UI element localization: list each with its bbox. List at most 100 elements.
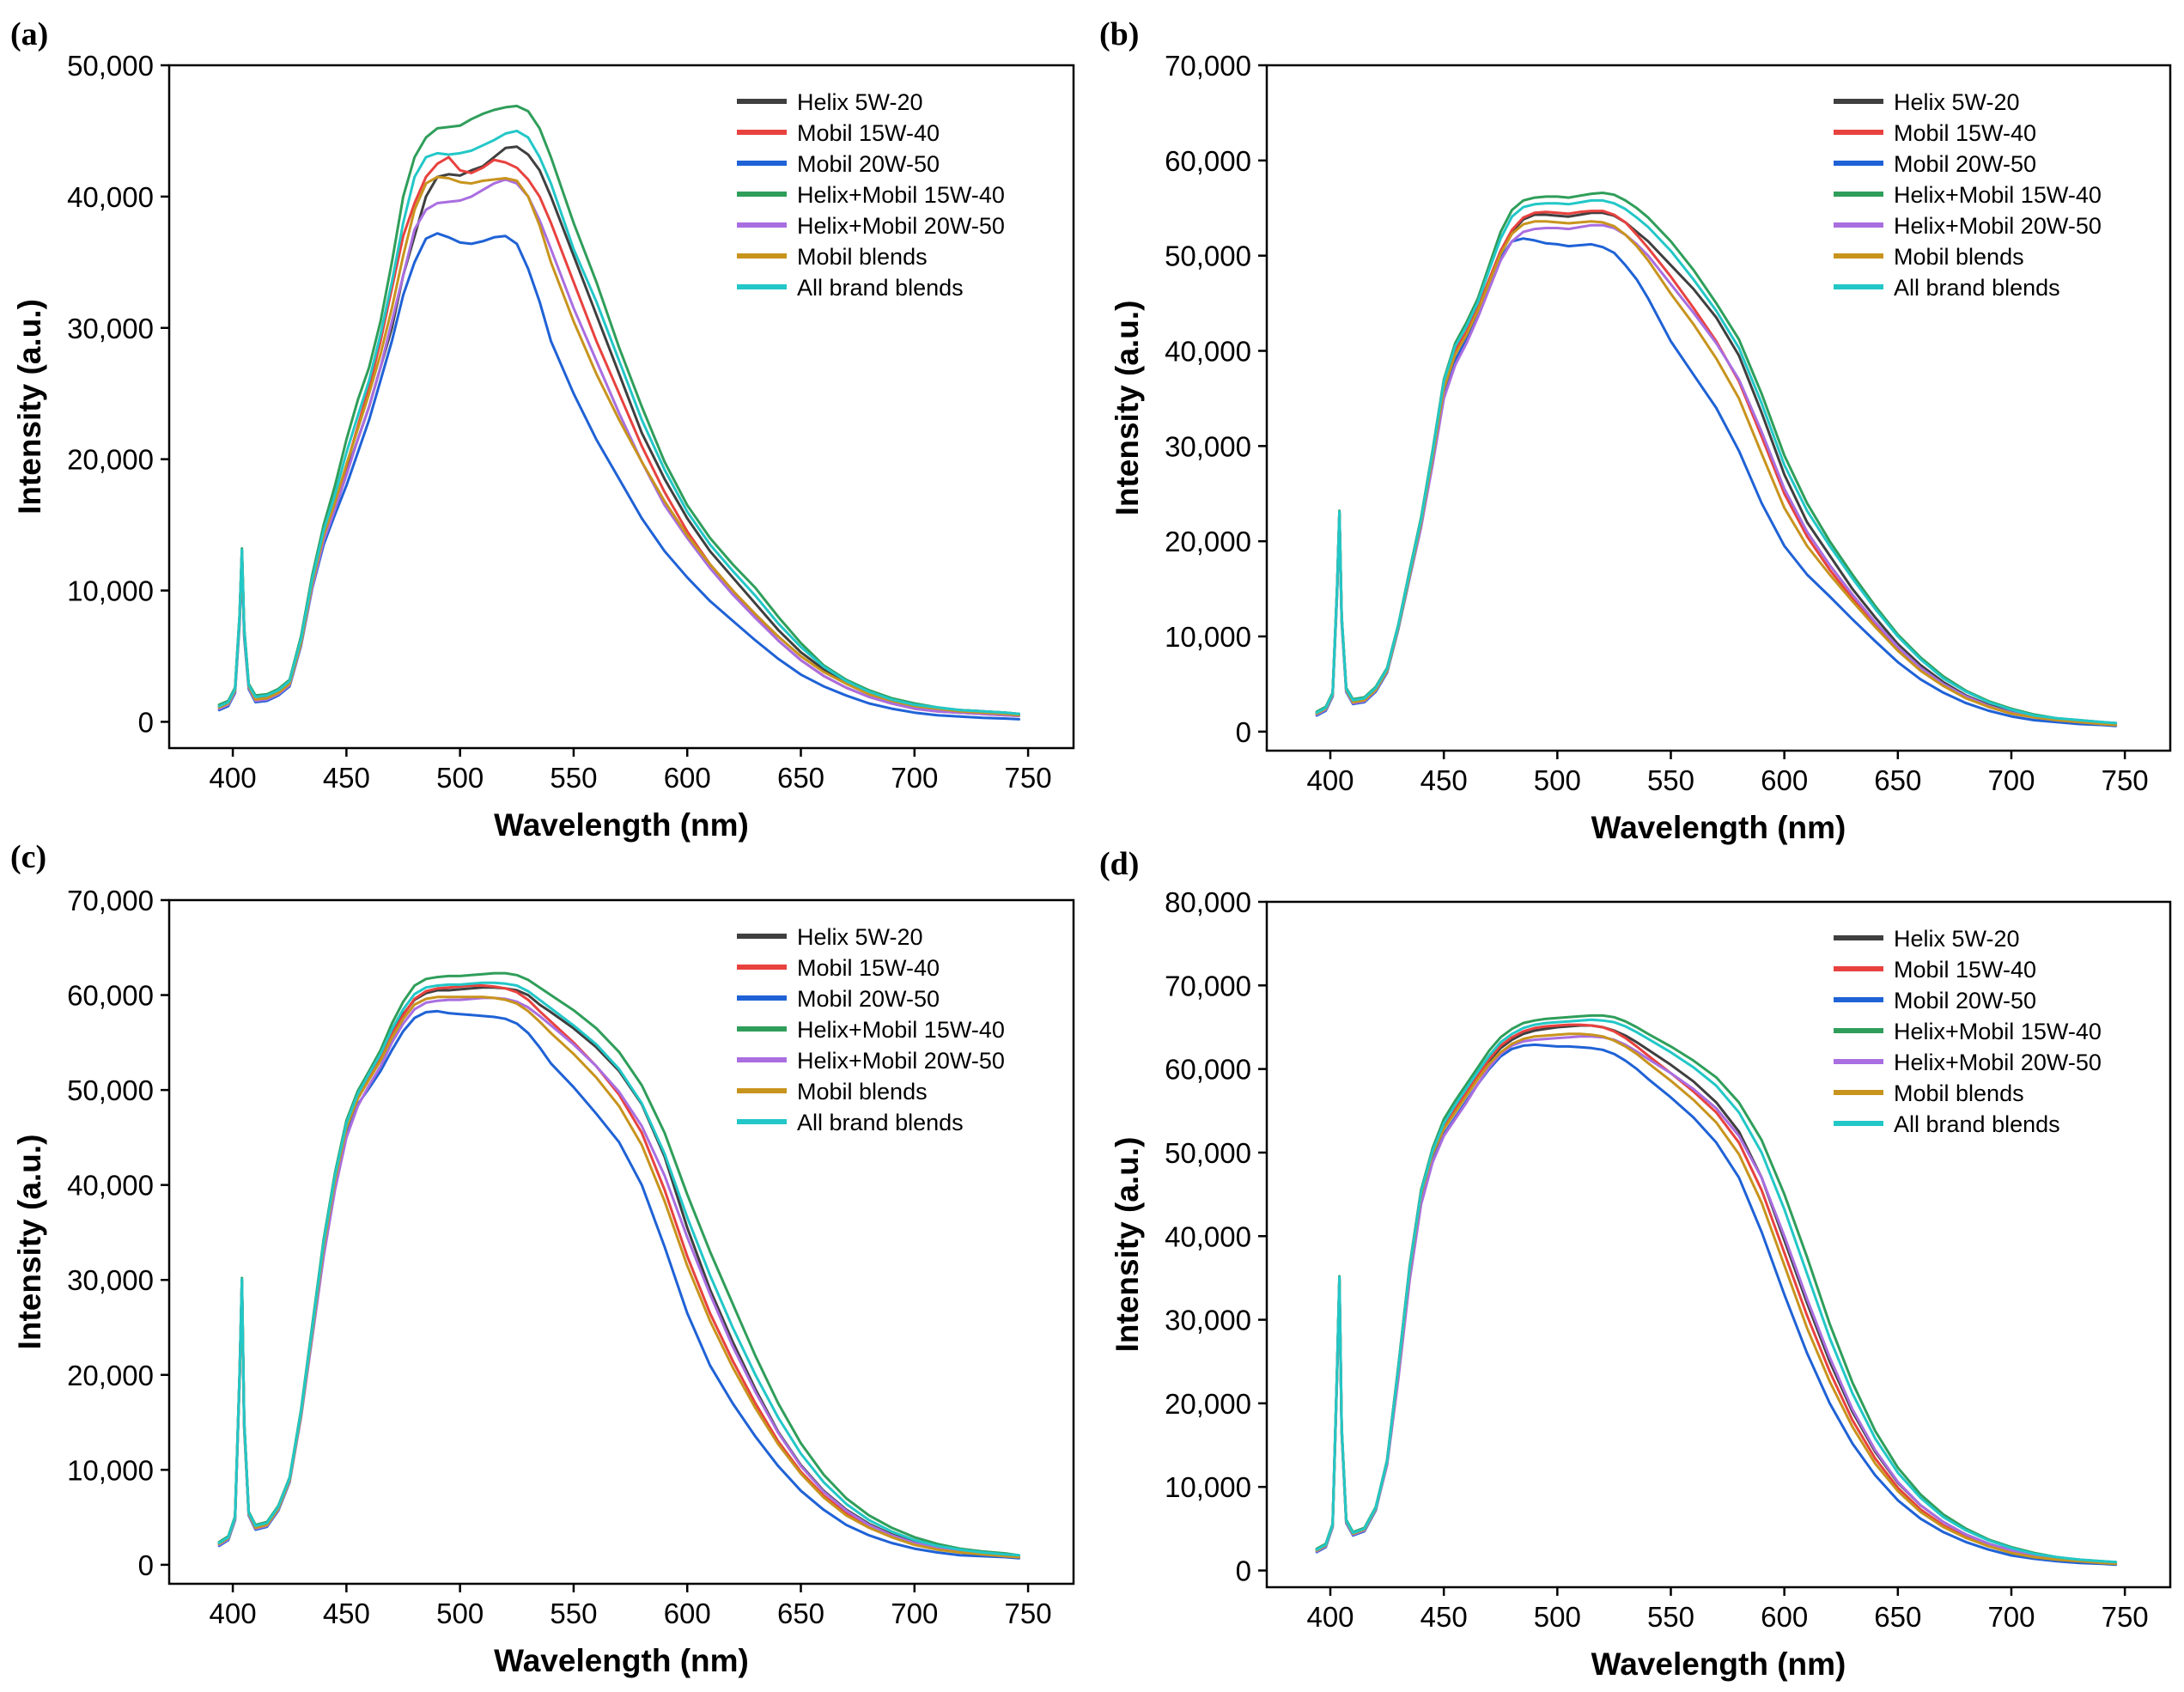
y-tick-label-b-0: 0: [1236, 716, 1251, 748]
x-tick-label-a-1: 450: [323, 762, 370, 794]
legend-label-a-5: Mobil blends: [797, 244, 928, 270]
chart-panel-a: (a) 400 450 500 550 600 650 700 750 0 10,000 20,000…: [10, 16, 1075, 843]
legend-label-b-2: Mobil 20W-50: [1894, 151, 2036, 177]
y-tick-label-c-6: 60,000: [67, 980, 154, 1012]
y-tick-label-b-3: 30,000: [1165, 430, 1251, 462]
x-axis-title-a: Wavelength (nm): [494, 807, 749, 843]
x-tick-label-c-7: 750: [1005, 1598, 1052, 1629]
y-tick-label-a-2: 20,000: [67, 444, 154, 476]
x-tick-label-c-4: 600: [664, 1598, 711, 1629]
legend-label-c-5: Mobil blends: [797, 1079, 928, 1105]
x-tick-label-b-6: 700: [1987, 764, 2035, 796]
y-tick-label-d-5: 50,000: [1165, 1137, 1251, 1169]
legend-label-d-4: Helix+Mobil 20W-50: [1894, 1050, 2102, 1075]
legend-label-b-6: All brand blends: [1894, 275, 2060, 301]
series-line-b-6: [1315, 198, 2118, 725]
x-tick-label-a-6: 700: [891, 762, 938, 794]
panel-label-b: (b): [1099, 16, 1139, 52]
y-tick-label-d-7: 70,000: [1165, 970, 1251, 1001]
x-tick-label-a-3: 550: [550, 762, 597, 794]
y-tick-label-b-4: 40,000: [1165, 336, 1251, 368]
x-tick-label-a-7: 750: [1005, 762, 1052, 794]
y-tick-label-c-7: 70,000: [67, 885, 154, 916]
y-axis-title-c: Intensity (a.u.): [12, 1135, 47, 1350]
series-line-a-6: [217, 129, 1020, 715]
plot-frame-c: [167, 898, 1075, 1585]
legend-label-a-0: Helix 5W-20: [797, 89, 923, 115]
x-axis-title-c: Wavelength (nm): [494, 1643, 749, 1678]
y-tick-label-b-2: 20,000: [1165, 526, 1251, 557]
y-tick-label-d-0: 0: [1236, 1555, 1251, 1587]
legend-label-b-5: Mobil blends: [1894, 244, 2024, 270]
x-tick-label-c-3: 550: [550, 1598, 597, 1629]
plot-frame-b: [1265, 64, 2172, 752]
legend-b: Helix 5W-20 Mobil 15W-40 Mobil 20W-50 Helix…: [1834, 89, 2102, 301]
y-tick-label-d-1: 10,000: [1165, 1471, 1251, 1503]
y-tick-label-b-6: 60,000: [1165, 145, 1251, 177]
x-tick-label-c-1: 450: [323, 1598, 370, 1629]
x-tick-label-a-4: 600: [664, 762, 711, 794]
x-tick-label-b-7: 750: [2102, 764, 2149, 796]
x-axis-title-b: Wavelength (nm): [1591, 810, 1846, 845]
y-tick-label-d-4: 40,000: [1165, 1220, 1251, 1252]
series-group-b: [1315, 192, 2118, 727]
x-tick-label-d-7: 750: [2102, 1601, 2149, 1633]
y-axis-title-b: Intensity (a.u.): [1110, 301, 1145, 516]
series-group-d: [1315, 1013, 2118, 1567]
legend-label-a-1: Mobil 15W-40: [797, 120, 940, 146]
legend-label-c-2: Mobil 20W-50: [797, 986, 940, 1012]
y-tick-label-c-4: 40,000: [67, 1170, 154, 1202]
y-tick-label-c-0: 0: [138, 1549, 154, 1581]
x-tick-label-b-5: 650: [1874, 764, 1921, 796]
legend-label-d-0: Helix 5W-20: [1894, 926, 2020, 952]
legend-label-b-1: Mobil 15W-40: [1894, 120, 2036, 146]
panel-label-a: (a): [10, 16, 48, 52]
legend-label-d-3: Helix+Mobil 15W-40: [1894, 1019, 2102, 1044]
y-tick-label-a-1: 10,000: [67, 575, 154, 607]
chart-panel-b: (b) 400 450 500 550 600 650 700 750 0 10,000 20,000…: [1099, 16, 2172, 845]
legend-c: Helix 5W-20 Mobil 15W-40 Mobil 20W-50 Helix…: [737, 924, 1005, 1135]
x-tick-label-c-0: 400: [210, 1598, 257, 1629]
legend-label-d-5: Mobil blends: [1894, 1080, 2024, 1106]
x-tick-label-d-6: 700: [1987, 1601, 2035, 1633]
legend-label-a-2: Mobil 20W-50: [797, 151, 940, 177]
x-tick-label-c-6: 700: [891, 1598, 938, 1629]
x-tick-label-d-5: 650: [1874, 1601, 1921, 1633]
panel-label-d: (d): [1099, 846, 1139, 882]
y-tick-label-d-8: 80,000: [1165, 886, 1251, 918]
y-tick-label-d-2: 20,000: [1165, 1388, 1251, 1420]
y-tick-label-a-4: 40,000: [67, 181, 154, 213]
panel-label-c: (c): [10, 839, 46, 875]
x-tick-label-d-0: 400: [1306, 1601, 1354, 1633]
series-group-a: [217, 104, 1020, 721]
y-axis-title-d: Intensity (a.u.): [1110, 1137, 1145, 1353]
y-tick-label-c-3: 30,000: [67, 1264, 154, 1296]
legend-a: Helix 5W-20 Mobil 15W-40 Mobil 20W-50 Helix…: [737, 89, 1005, 301]
y-tick-label-c-2: 20,000: [67, 1360, 154, 1391]
legend-label-c-4: Helix+Mobil 20W-50: [797, 1048, 1005, 1074]
legend-label-b-3: Helix+Mobil 15W-40: [1894, 182, 2102, 208]
x-tick-label-d-1: 450: [1421, 1601, 1468, 1633]
y-tick-label-b-1: 10,000: [1165, 621, 1251, 653]
x-tick-label-b-4: 600: [1761, 764, 1808, 796]
series-line-c-6: [217, 981, 1020, 1557]
chart-panel-c: (c) 400 450 500 550 600 650 700 750 0 10,000 20,000…: [10, 839, 1075, 1678]
y-tick-label-a-5: 50,000: [67, 50, 154, 82]
plot-frame-d: [1265, 900, 2172, 1589]
legend-label-b-0: Helix 5W-20: [1894, 89, 2020, 115]
series-line-d-6: [1315, 1018, 2118, 1564]
legend-label-d-6: All brand blends: [1894, 1111, 2060, 1137]
y-tick-label-d-6: 60,000: [1165, 1054, 1251, 1086]
x-tick-label-d-4: 600: [1761, 1601, 1808, 1633]
series-group-c: [217, 971, 1020, 1560]
x-tick-label-a-5: 650: [777, 762, 824, 794]
legend-label-c-1: Mobil 15W-40: [797, 955, 940, 981]
x-tick-label-a-2: 500: [436, 762, 484, 794]
legend-label-a-4: Helix+Mobil 20W-50: [797, 213, 1005, 239]
y-axis-title-a: Intensity (a.u.): [12, 299, 47, 514]
x-tick-label-d-3: 550: [1647, 1601, 1694, 1633]
y-tick-label-b-5: 50,000: [1165, 240, 1251, 272]
x-tick-label-c-2: 500: [436, 1598, 484, 1629]
